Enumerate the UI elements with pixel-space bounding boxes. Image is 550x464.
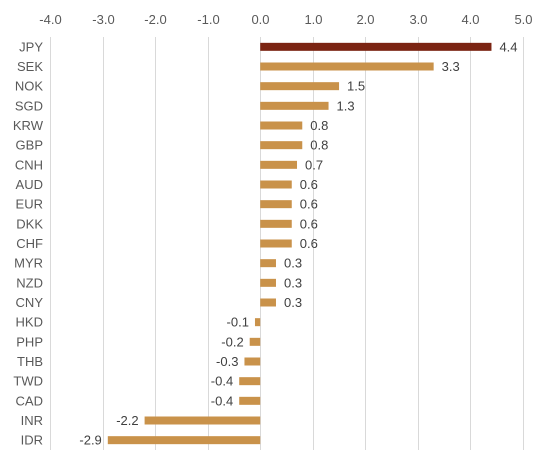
x-tick-label: 2.0 xyxy=(356,12,374,27)
bar-hkd xyxy=(254,318,261,327)
data-label: 0.7 xyxy=(305,157,323,172)
data-label: -0.4 xyxy=(211,374,233,389)
category-label: JPY xyxy=(19,39,43,54)
category-label: INR xyxy=(21,413,43,428)
data-label: -2.9 xyxy=(79,433,101,448)
bar-idr xyxy=(107,436,261,445)
data-label: 0.8 xyxy=(310,138,328,153)
category-label: EUR xyxy=(16,197,43,212)
data-label: -0.1 xyxy=(227,315,249,330)
x-tick-label: -3.0 xyxy=(92,12,114,27)
category-label: AUD xyxy=(16,177,43,192)
data-label: 0.3 xyxy=(284,295,302,310)
bar-jpy xyxy=(260,42,492,51)
bar-myr xyxy=(260,259,276,268)
x-axis-tick-labels: -4.0 -3.0 -2.0 -1.0 0.0 1.0 2.0 3.0 4.0 5.0 xyxy=(39,12,532,27)
category-label: IDR xyxy=(21,433,43,448)
category-label: MYR xyxy=(14,256,43,271)
category-label: THB xyxy=(17,354,43,369)
bar-php xyxy=(249,337,261,346)
bar-eur xyxy=(260,200,292,209)
bar-aud xyxy=(260,180,292,189)
x-tick-label: 0.0 xyxy=(251,12,269,27)
x-tick-label: -1.0 xyxy=(197,12,219,27)
data-label: 0.3 xyxy=(284,275,302,290)
category-label: TWD xyxy=(13,374,43,389)
bar-gbp xyxy=(260,141,303,150)
bar-cnh xyxy=(260,160,298,169)
category-label: CNH xyxy=(15,157,43,172)
data-label: 1.5 xyxy=(347,79,365,94)
bar-sgd xyxy=(260,101,329,110)
data-label: -0.4 xyxy=(211,393,233,408)
x-tick-label: 3.0 xyxy=(409,12,427,27)
bar-inr xyxy=(144,416,261,425)
data-label: -0.3 xyxy=(216,354,238,369)
data-label: 0.8 xyxy=(310,118,328,133)
data-label: -0.2 xyxy=(221,334,243,349)
bar-krw xyxy=(260,121,303,130)
category-label: KRW xyxy=(13,118,44,133)
category-label: HKD xyxy=(16,315,43,330)
x-tick-label: -4.0 xyxy=(39,12,61,27)
data-label: 0.6 xyxy=(300,236,318,251)
data-label: 3.3 xyxy=(442,59,460,74)
bar-sek xyxy=(260,62,434,71)
category-label: CNY xyxy=(16,295,44,310)
data-label: 0.3 xyxy=(284,256,302,271)
bar-cny xyxy=(260,298,276,307)
category-label: PHP xyxy=(16,334,43,349)
bar-cad xyxy=(239,396,261,405)
category-label: NOK xyxy=(15,79,44,94)
data-label: 0.6 xyxy=(300,216,318,231)
data-label: 4.4 xyxy=(499,39,517,54)
category-label: CHF xyxy=(16,236,43,251)
category-labels: JPY SEK NOK SGD KRW GBP CNH AUD EUR DKK CHF MYR NZD C… xyxy=(13,39,44,447)
data-label: -2.2 xyxy=(116,413,138,428)
data-label: 1.3 xyxy=(337,98,355,113)
x-tick-label: 5.0 xyxy=(514,12,532,27)
x-tick-label: -2.0 xyxy=(144,12,166,27)
data-label: 0.6 xyxy=(300,197,318,212)
bar-thb xyxy=(244,357,261,366)
category-label: CAD xyxy=(16,393,43,408)
category-label: SGD xyxy=(15,98,43,113)
x-tick-label: 1.0 xyxy=(304,12,322,27)
category-label: NZD xyxy=(16,275,43,290)
category-label: GBP xyxy=(16,138,43,153)
category-label: SEK xyxy=(17,59,43,74)
category-label: DKK xyxy=(16,216,43,231)
bars xyxy=(107,42,492,445)
bar-chf xyxy=(260,239,292,248)
bar-nok xyxy=(260,82,340,91)
data-labels: 4.4 3.3 1.5 1.3 0.8 0.8 0.7 0.6 0.6 0.6 0.6 0.3 0.3 0… xyxy=(79,39,517,447)
bar-nzd xyxy=(260,278,276,287)
bar-twd xyxy=(239,377,261,386)
x-tick-label: 4.0 xyxy=(461,12,479,27)
bar-dkk xyxy=(260,219,292,228)
data-label: 0.6 xyxy=(300,177,318,192)
